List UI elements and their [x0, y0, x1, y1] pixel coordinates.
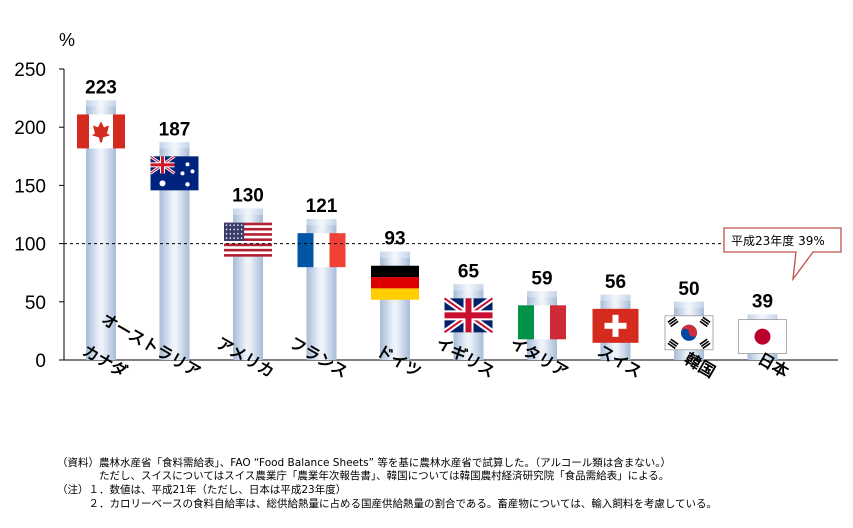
australia-flag-icon	[149, 155, 199, 191]
bar	[297, 219, 346, 360]
value-label: 130	[232, 186, 264, 207]
bar	[224, 208, 272, 360]
bar-cap	[527, 291, 557, 298]
food-self-sufficiency-chart: % 0 50 100 150 200 250 223 187 130 121 93 65 59 56 50…	[14, 30, 842, 381]
switzerland-flag-icon	[592, 308, 639, 343]
category-label: 韓国	[681, 349, 718, 381]
note-line-2: ２．カロリーベースの食料自給率は、総供給熱量に占める国産供給熱量の割合である。畜…	[57, 498, 718, 510]
note-line-1: （注）１．数値は、平成21年（ただし、日本は平成23年度）	[57, 484, 347, 496]
bar	[371, 251, 419, 360]
y-tick-label: 250	[14, 60, 46, 81]
bar-cap	[380, 251, 410, 258]
bar-cap	[453, 284, 484, 291]
bar-cap	[86, 100, 116, 107]
bar	[77, 100, 125, 360]
value-label: 50	[678, 279, 699, 300]
value-label: 39	[752, 292, 773, 313]
value-label: 59	[531, 268, 552, 289]
callout-group: 平成23年度 39%	[723, 227, 842, 282]
italy-flag-icon	[518, 305, 566, 340]
value-label: 223	[85, 77, 117, 98]
bar-cap	[674, 301, 704, 308]
value-labels-group: 223 187 130 121 93 65 59 56 50 39	[85, 77, 773, 312]
bar	[149, 142, 199, 360]
y-tick-label: 0	[35, 351, 46, 372]
uk-flag-icon	[442, 295, 495, 335]
y-axis: 0 50 100 150 200 250	[14, 60, 838, 372]
france-flag-icon	[297, 233, 346, 268]
value-label: 65	[458, 261, 480, 282]
y-tick-label: 200	[14, 118, 46, 139]
canada-flag-icon	[77, 114, 125, 149]
callout-text: 平成23年度 39%	[731, 233, 825, 248]
bar	[592, 294, 639, 360]
y-tick-label: 150	[14, 176, 46, 197]
bar-cap	[306, 219, 337, 226]
y-axis-unit-label: %	[59, 30, 75, 50]
bar	[738, 314, 787, 360]
bar	[442, 284, 495, 360]
value-label: 121	[306, 196, 338, 217]
bars-group	[77, 100, 787, 360]
bar-cap	[600, 294, 631, 301]
bar-cap	[159, 142, 190, 149]
value-label: 56	[605, 272, 626, 293]
y-tick-label: 100	[14, 235, 46, 256]
bar	[518, 291, 566, 360]
usa-flag-icon	[224, 222, 272, 257]
bar	[664, 301, 714, 360]
korea-flag-icon	[664, 315, 714, 351]
germany-flag-icon	[371, 265, 419, 300]
bar-cap	[747, 314, 778, 321]
bar-cap	[233, 208, 263, 215]
callout-bubble	[723, 227, 842, 282]
source-note-line-2: ただし、スイスについてはスイス農業庁「農業年次報告書」、韓国については韓国農村経…	[57, 470, 670, 482]
value-label: 93	[384, 229, 405, 250]
value-label: 187	[159, 119, 191, 140]
y-tick-label: 50	[25, 293, 46, 314]
source-note-line-1: （資料）農林水産省「食料需給表」、FAO “Food Balance Sheet…	[57, 457, 672, 469]
japan-flag-icon	[738, 319, 787, 355]
